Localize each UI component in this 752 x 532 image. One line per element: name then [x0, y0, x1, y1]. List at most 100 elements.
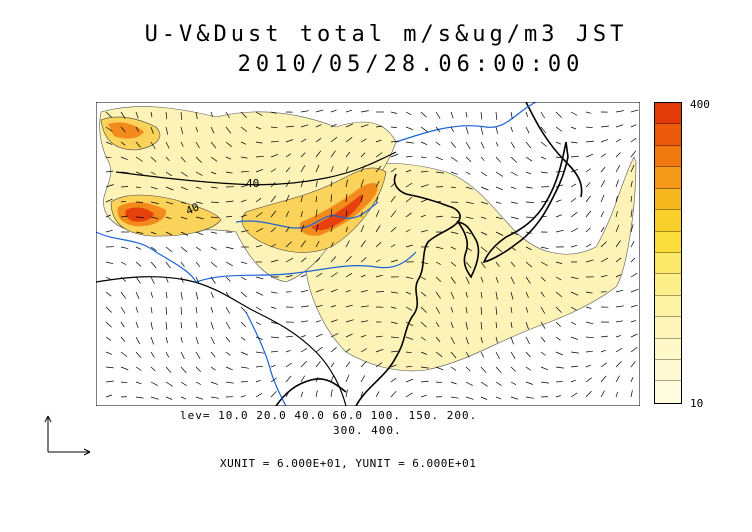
wind-vector	[435, 381, 443, 384]
coast-russia	[525, 102, 583, 198]
wind-vector	[225, 276, 231, 282]
wind-vector	[450, 306, 454, 313]
wind-vector	[180, 126, 184, 134]
wind-vector	[195, 231, 204, 236]
wind-vector	[615, 320, 623, 323]
wind-vector	[420, 214, 426, 218]
wind-vector	[615, 138, 622, 143]
wind-vector	[165, 351, 170, 358]
wind-vector	[390, 167, 397, 173]
wind-vector	[570, 183, 577, 188]
wind-vector	[540, 276, 546, 282]
wind-vector	[225, 141, 232, 147]
colorbar-band	[655, 188, 681, 211]
wind-vector	[210, 231, 217, 234]
wind-vector	[210, 141, 217, 149]
wind-vector	[435, 200, 442, 203]
wind-vector	[300, 211, 303, 218]
wind-vector	[525, 291, 529, 298]
wind-vector	[555, 111, 562, 118]
wind-vector	[135, 396, 144, 399]
wind-vector	[330, 136, 338, 143]
wind-vector	[495, 321, 498, 329]
colorbar-band	[655, 103, 681, 125]
wind-vector	[225, 246, 234, 250]
wind-vector	[390, 226, 397, 233]
wind-vector	[375, 291, 385, 293]
wind-vector	[225, 321, 231, 329]
wind-vector	[600, 362, 608, 368]
wind-vector	[240, 170, 249, 173]
wind-vector	[180, 351, 185, 359]
contour-label-40-a: 40	[246, 177, 259, 190]
wind-vector	[630, 164, 635, 173]
wind-vector	[330, 109, 337, 113]
wind-vector	[405, 351, 412, 354]
wind-vector	[450, 171, 458, 175]
wind-vector	[225, 171, 233, 174]
wind-vector	[330, 123, 337, 128]
wind-vector	[225, 126, 232, 134]
wind-vector	[195, 216, 204, 220]
wind-vector	[150, 291, 153, 298]
wind-vector	[345, 210, 348, 218]
wind-vector	[615, 257, 622, 263]
wind-vector	[315, 360, 321, 368]
wind-vector	[450, 261, 457, 267]
wind-vector	[180, 201, 187, 204]
wind-vector	[255, 321, 261, 326]
wind-vector	[150, 186, 158, 190]
wind-vector	[570, 306, 577, 311]
wind-vector	[630, 320, 637, 323]
wind-vector	[315, 150, 322, 158]
reference-vector	[44, 415, 91, 456]
wind-vector	[630, 390, 633, 398]
wind-vector	[270, 227, 276, 233]
wind-vector	[375, 348, 384, 353]
wind-vector	[510, 366, 517, 372]
wind-vector	[285, 153, 292, 158]
wind-vector	[555, 395, 562, 398]
wind-vector	[585, 140, 594, 143]
wind-vector	[300, 348, 308, 353]
wind-vector	[330, 225, 333, 233]
rivers	[96, 102, 537, 406]
wind-vector	[225, 200, 234, 203]
wind-vector	[525, 141, 532, 149]
wind-vector	[165, 111, 168, 120]
wind-vector	[465, 291, 468, 298]
wind-vector	[255, 197, 262, 203]
colorbar-band	[655, 210, 681, 232]
wind-vector	[315, 346, 323, 353]
wind-vector	[135, 231, 144, 234]
wind-vector	[435, 156, 443, 161]
wind-vector	[480, 216, 487, 220]
wind-vector	[420, 276, 426, 280]
wind-vector	[210, 126, 215, 134]
wind-vector	[450, 366, 457, 371]
wind-vector	[270, 306, 277, 309]
river-west	[96, 231, 197, 283]
wind-vector	[375, 196, 379, 203]
wind-vector	[630, 376, 634, 383]
wind-vector	[435, 276, 442, 282]
wind-vector	[390, 244, 396, 248]
dust-wind-map: 40 40	[96, 102, 640, 406]
wind-vector	[150, 156, 157, 163]
wind-vector	[510, 156, 518, 163]
wind-vector	[495, 336, 498, 343]
wind-vector	[255, 183, 262, 188]
wind-vector	[360, 124, 369, 128]
wind-vector	[180, 186, 188, 191]
wind-vector	[135, 111, 139, 119]
wind-vector	[300, 335, 306, 338]
wind-vector	[135, 156, 143, 162]
wind-vector	[150, 276, 155, 284]
wind-vector	[525, 171, 532, 175]
wind-vector	[330, 241, 334, 248]
wind-vector	[420, 184, 429, 188]
wind-vector	[150, 126, 154, 135]
wind-vector	[210, 351, 216, 358]
wind-vector	[165, 321, 168, 330]
wind-vector	[555, 276, 562, 281]
